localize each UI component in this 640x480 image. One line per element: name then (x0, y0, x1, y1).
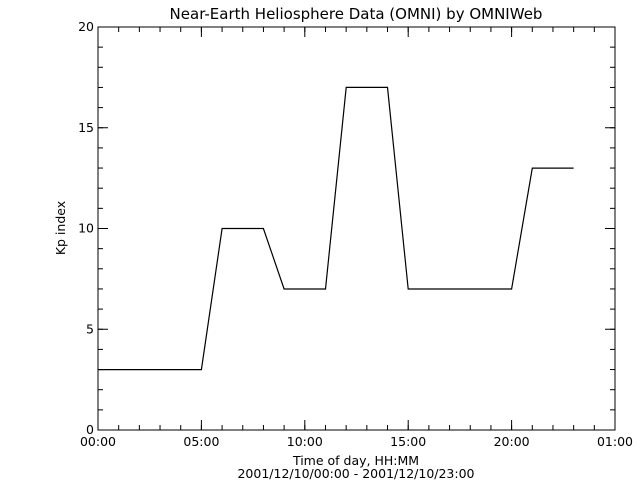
x-tick-label: 15:00 (390, 434, 426, 449)
y-tick-label: 20 (78, 19, 94, 34)
y-axis-label: Kp index (53, 201, 68, 255)
y-tick-label: 5 (86, 321, 94, 336)
series-layer (98, 86, 574, 371)
x-tick-label: 20:00 (494, 434, 530, 449)
y-tick-label: 15 (78, 120, 94, 135)
x-tick-label: 05:00 (183, 434, 219, 449)
series-line-0 (98, 86, 574, 371)
x-tick-label: 00:00 (80, 434, 116, 449)
tick-labels: 00:00 05:00 10:00 15:00 20:00 01:00 0 5 10 15 20 (78, 19, 633, 449)
x-axis-date-range: 2001/12/10/00:00 - 2001/12/10/23:00 (237, 466, 474, 480)
chart-title: Near-Earth Heliosphere Data (OMNI) by OM… (170, 5, 543, 23)
x-axis-label: Time of day, HH:MM (292, 453, 419, 468)
major-ticks (97, 26, 616, 431)
x-tick-label: 10:00 (287, 434, 323, 449)
x-tick-label: 01:00 (597, 434, 633, 449)
y-tick-label: 10 (78, 221, 94, 236)
y-tick-label: 0 (86, 422, 94, 437)
